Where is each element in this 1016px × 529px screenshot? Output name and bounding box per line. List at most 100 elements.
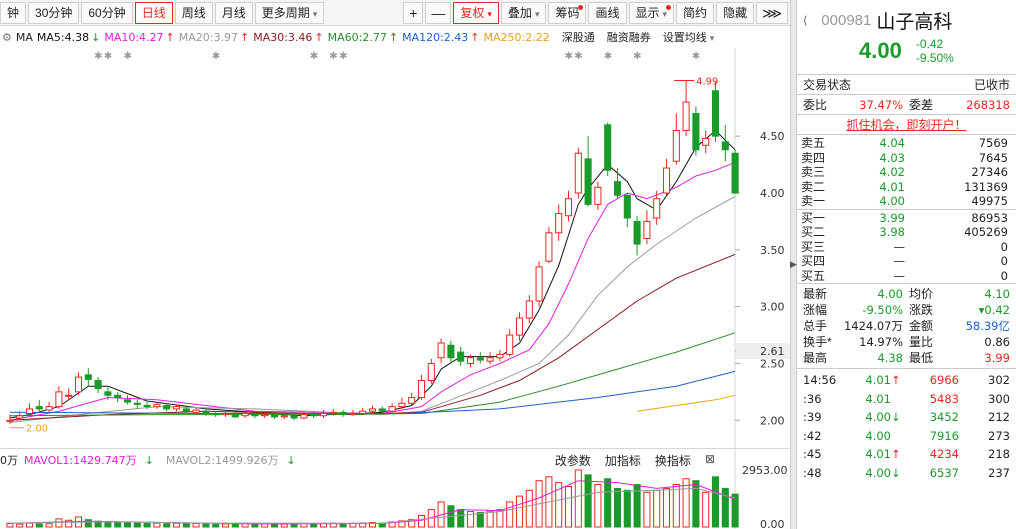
candle [251,412,259,418]
tool-btn-3[interactable]: 显示 ▾ [628,1,675,24]
volume-tick-label: 2953.00 [742,464,788,477]
candle-body [94,380,102,389]
period-tab-5[interactable]: 月线 [214,1,253,24]
candle [319,410,328,418]
tick-row: :42 4.00 7916 273 [797,427,1016,446]
ma-link-0[interactable]: 深股通 [562,29,595,45]
event-marker-icon[interactable]: ✱ [310,51,318,62]
candle-body [447,344,455,359]
candle-body [653,198,661,219]
candle [231,412,239,418]
close-indicator-icon[interactable]: ⊠ [704,451,715,466]
period-toolbar: 钟 30分钟 60分钟 日线 周线 月线 更多周期 ▾ + — 复权 ▾ 叠加 ▾ 筹码 画线 显示 ▾ 简约 隐藏 ⋙ [0,0,790,26]
ma-link-2[interactable]: 设置均线 ▾ [663,29,719,45]
fq-dropdown[interactable]: 复权 ▾ [453,1,499,24]
event-marker-icon[interactable]: ✱ [94,51,102,62]
tool-btn-1[interactable]: 筹码 [548,1,587,24]
bid-level-label: 买二 [801,225,826,239]
event-marker-icon[interactable]: ✱ [692,51,700,62]
candle [427,358,435,384]
event-marker-icon[interactable]: ✱ [124,51,132,62]
volume-bar [202,523,210,528]
bid-level-label: 买三 [801,239,826,254]
candle [172,404,181,412]
event-marker-icon[interactable]: ✱ [339,51,347,62]
event-marker-icon[interactable]: ✱ [604,51,612,62]
candle-body [437,342,445,359]
period-tab-4[interactable]: 周线 [174,1,213,24]
bid-price: — [893,268,906,283]
candlestick-chart[interactable]: 4.504.003.503.002.612.502.00✱ ✱ ✱ ✱ ✱ ✱ ✱ ✱ ✱ ✱ ✱ ✱… [0,48,790,448]
zoom-in-icon[interactable]: + [403,1,424,24]
panel-collapse-icon[interactable]: ⟨ [803,14,808,27]
expand-icon[interactable]: ⋙ [756,1,788,24]
period-tab-0[interactable]: 钟 [0,1,27,24]
ma-value: MA30:3.46 [253,30,313,44]
stat-label: 最低 [909,351,934,365]
event-marker-icon[interactable]: ✱ [633,51,641,62]
volume-bar [682,478,690,528]
quote-panel: ⟨ 000981 山子高科 4.00 -0.42 -9.50% 交易状态 已收市… [797,0,1016,529]
period-tab-6[interactable]: 更多周期 ▾ [254,1,325,24]
arrow-up-icon: ↑ [891,373,901,387]
event-marker-icon[interactable]: ✱ [574,51,582,62]
ask-volume: 131369 [964,179,1008,194]
volume-bar [104,521,112,528]
event-marker-icon[interactable]: ✱ [565,51,573,62]
ma-arrow-icon: ↑ [239,30,250,44]
ma-value: MA120:2.43 [402,30,469,44]
tool-btn-5[interactable]: 隐藏 [716,1,755,24]
volume-bar [280,523,288,528]
candle [721,124,729,162]
event-marker-icon[interactable]: ✱ [212,51,220,62]
price-tick-label: 2.61 [760,345,785,358]
tick-price: 4.01 [865,373,891,387]
tool-btn-4[interactable]: 简约 [676,1,715,24]
candle [515,312,524,341]
stat-value: 4.10 [984,287,1010,301]
bid-row: 买一 3.99 86953 [797,211,1016,226]
ma-link-1[interactable]: 融资融券 [607,29,651,45]
arrow-down-icon: ↓ [891,465,901,480]
candle-body [417,380,426,399]
tick-volume: 3452 [929,410,959,424]
tick-time: :48 [803,465,822,480]
last-price: 4.00 [859,38,902,63]
tool-btn-0[interactable]: 叠加 ▾ [500,1,547,24]
tool-btn-label: 隐藏 [723,5,748,20]
volume-bar [555,482,563,528]
period-tab-1[interactable]: 30分钟 [28,1,80,24]
candle-body [682,101,690,131]
period-tab-3[interactable]: 日线 [134,1,173,24]
candle [643,210,651,245]
candle [133,399,141,409]
volume-bar [221,523,230,528]
ma-arrow-icon: ↑ [314,30,324,44]
candle-body [45,406,53,411]
candle-body [310,414,318,417]
open-account-link[interactable]: 抓住机会，即刻开户！ [846,118,967,132]
vol-ma-value: MAVOL1:1429.747万 [24,454,137,467]
candle [574,147,582,199]
indicator-link-0[interactable]: 改参数 [554,453,591,468]
candle-body [300,414,308,419]
bid-price: 3.98 [879,225,905,239]
event-marker-icon[interactable]: ✱ [329,51,337,62]
event-marker-icon[interactable]: ✱ [104,51,112,62]
volume-chart[interactable]: 2953.00 0.00 [0,448,790,529]
tool-btn-2[interactable]: 画线 [588,1,627,24]
candle [584,136,592,207]
candle [496,349,504,362]
candle [417,374,426,400]
panel-collapse-handle[interactable]: ▶ [790,0,797,529]
volume-bar [466,511,475,528]
zoom-out-icon[interactable]: — [425,1,452,24]
ma-line-MA250 [637,394,736,412]
indicator-link-2[interactable]: 换指标 [654,453,691,468]
indicator-link-1[interactable]: 加指标 [604,453,641,468]
volume-bar [339,523,347,528]
candle [702,130,710,154]
ma-settings-icon[interactable]: ⚙ [2,30,12,44]
period-tab-2[interactable]: 60分钟 [81,1,133,24]
candle [692,106,700,156]
